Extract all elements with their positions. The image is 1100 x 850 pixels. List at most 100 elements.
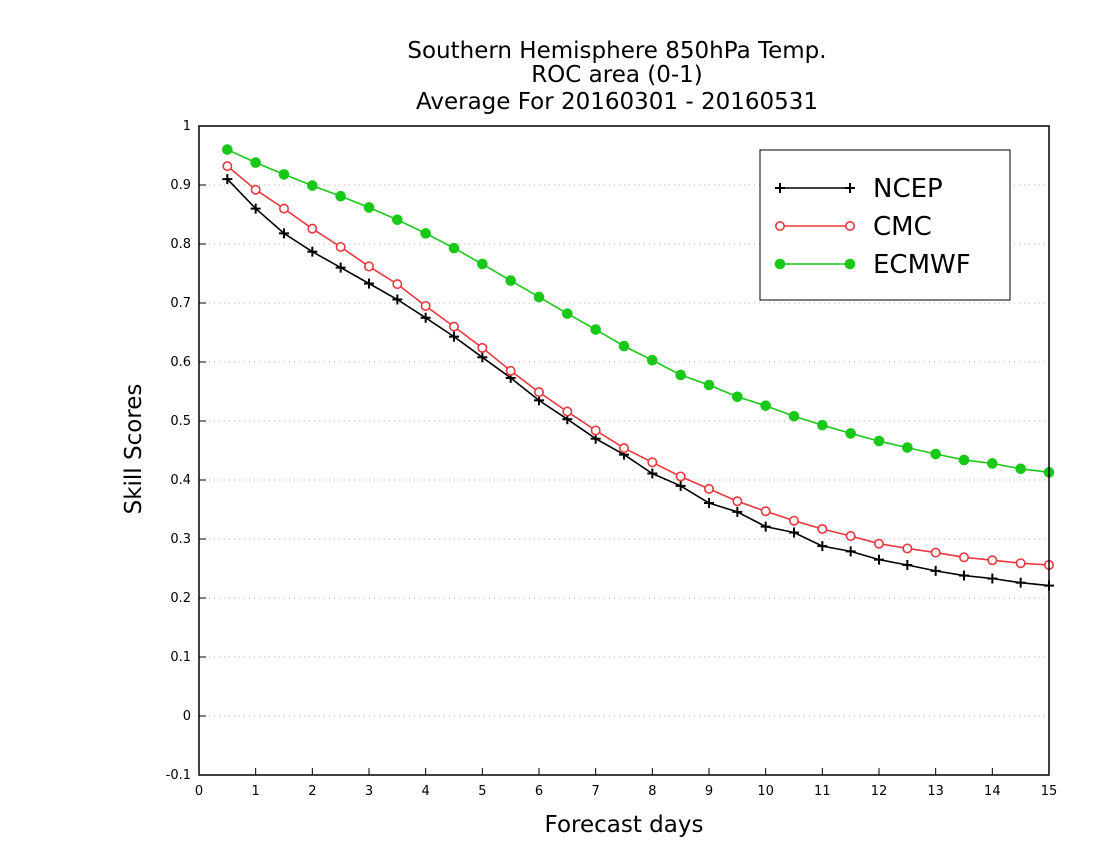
- y-tick-label: 0.3: [170, 532, 191, 547]
- data-point-cmc: [1015, 558, 1026, 569]
- data-point-ecmwf: [307, 180, 318, 191]
- legend-marker: [844, 258, 856, 270]
- data-point-ncep: [874, 554, 884, 565]
- data-point-cmc: [392, 279, 403, 290]
- data-point-cmc: [675, 471, 686, 482]
- plot-series: [222, 144, 1055, 591]
- data-point-cmc: [647, 457, 658, 468]
- data-point-ecmwf: [477, 258, 488, 270]
- data-point-ecmwf: [732, 391, 743, 403]
- data-point-ecmwf: [647, 354, 658, 366]
- gridlines: [199, 184, 1049, 717]
- data-point-ecmwf: [902, 442, 913, 453]
- x-axis-label: Forecast days: [545, 812, 704, 838]
- data-point-ecmwf: [845, 428, 856, 439]
- data-point-cmc: [222, 161, 233, 172]
- x-axis-ticks: 0 1 2 3 4 5 6 7 8 9 10 11 12 13 14 15: [195, 768, 1057, 799]
- data-point-ecmwf: [505, 275, 516, 286]
- data-point-cmc: [590, 425, 601, 436]
- legend-item-ecmwf: ECMWF: [774, 250, 971, 280]
- data-point-ncep: [845, 546, 856, 557]
- data-point-ncep: [222, 174, 233, 185]
- legend-label-cmc: CMC: [873, 212, 932, 242]
- data-point-ecmwf: [278, 169, 290, 180]
- x-tick-label: 8: [648, 784, 656, 799]
- data-point-ncep: [817, 541, 828, 552]
- data-point-ecmwf: [703, 379, 715, 391]
- data-point-ncep: [789, 527, 799, 538]
- legend-marker: [775, 183, 785, 193]
- data-point-ecmwf: [1015, 463, 1026, 475]
- x-tick-label: 1: [252, 784, 260, 799]
- x-tick-label: 4: [422, 784, 430, 799]
- data-point-ecmwf: [590, 324, 601, 335]
- y-tick-label: 0.8: [170, 237, 191, 252]
- data-point-cmc: [760, 506, 771, 517]
- y-tick-label: 0.7: [170, 296, 191, 311]
- x-tick-label: 15: [1041, 784, 1058, 799]
- data-point-ncep: [392, 294, 403, 305]
- x-tick-label: 12: [871, 784, 888, 799]
- data-point-cmc: [618, 443, 629, 454]
- data-point-ecmwf: [987, 458, 998, 469]
- x-tick-label: 6: [535, 784, 543, 799]
- legend-label-ecmwf: ECMWF: [873, 250, 971, 280]
- legend-item-cmc: CMC: [774, 212, 932, 242]
- data-point-ecmwf: [930, 448, 941, 460]
- data-point-cmc: [307, 223, 318, 234]
- data-point-cmc: [533, 387, 544, 398]
- x-tick-label: 2: [308, 784, 316, 799]
- y-tick-label: 0.1: [170, 650, 191, 665]
- x-tick-label: 13: [927, 784, 944, 799]
- data-point-ecmwf: [392, 214, 403, 226]
- y-tick-label: 0.9: [170, 178, 191, 193]
- y-tick-label: -0.1: [166, 768, 191, 783]
- series-line-ncep: [226, 178, 1050, 587]
- series-cmc: [222, 161, 1055, 570]
- legend-marker: [844, 221, 855, 232]
- data-point-cmc: [845, 531, 856, 542]
- y-tick-label: 0.6: [170, 355, 191, 370]
- data-point-ncep: [902, 559, 913, 570]
- chart-title: Southern Hemisphere 850hPa Temp. ROC are…: [407, 38, 826, 115]
- data-point-ncep: [675, 480, 686, 491]
- data-point-ecmwf: [250, 157, 261, 168]
- data-point-ecmwf: [675, 369, 686, 381]
- data-point-cmc: [902, 543, 913, 554]
- data-point-ncep: [420, 312, 431, 323]
- legend-marker: [774, 221, 785, 232]
- data-point-ncep: [279, 228, 289, 239]
- data-point-ncep: [477, 352, 488, 363]
- data-point-cmc: [505, 365, 516, 376]
- data-point-ncep: [732, 506, 743, 517]
- data-point-ncep: [987, 573, 998, 584]
- data-point-ecmwf: [222, 144, 233, 155]
- data-point-ecmwf: [363, 202, 375, 213]
- data-point-ecmwf: [533, 291, 545, 303]
- data-point-ncep: [335, 262, 346, 273]
- data-point-cmc: [958, 552, 969, 563]
- data-point-cmc: [987, 555, 998, 566]
- data-point-cmc: [420, 300, 431, 311]
- y-axis-ticks: -0.1 0 0.1 0.2 0.3 0.4 0.5 0.6 0.7 0.8 0.9 1: [166, 119, 206, 783]
- data-point-cmc: [732, 496, 743, 507]
- data-point-cmc: [363, 261, 374, 272]
- data-point-cmc: [278, 203, 289, 214]
- y-tick-label: 0: [183, 709, 191, 724]
- y-tick-label: 0.2: [170, 591, 191, 606]
- data-point-cmc: [562, 406, 573, 417]
- x-tick-label: 7: [592, 784, 600, 799]
- data-point-ecmwf: [958, 454, 970, 466]
- data-point-ecmwf: [420, 228, 431, 239]
- data-point-ncep: [364, 278, 374, 289]
- y-tick-label: 0.4: [170, 473, 191, 488]
- data-point-ncep: [250, 203, 261, 214]
- legend-marker: [845, 183, 855, 193]
- x-tick-label: 5: [478, 784, 486, 799]
- legend-box: [759, 149, 1011, 301]
- data-point-cmc: [477, 342, 488, 353]
- data-point-ncep: [1015, 577, 1026, 588]
- chart-title-line-1: Southern Hemisphere 850hPa Temp.: [407, 38, 826, 64]
- x-tick-label: 11: [814, 784, 831, 799]
